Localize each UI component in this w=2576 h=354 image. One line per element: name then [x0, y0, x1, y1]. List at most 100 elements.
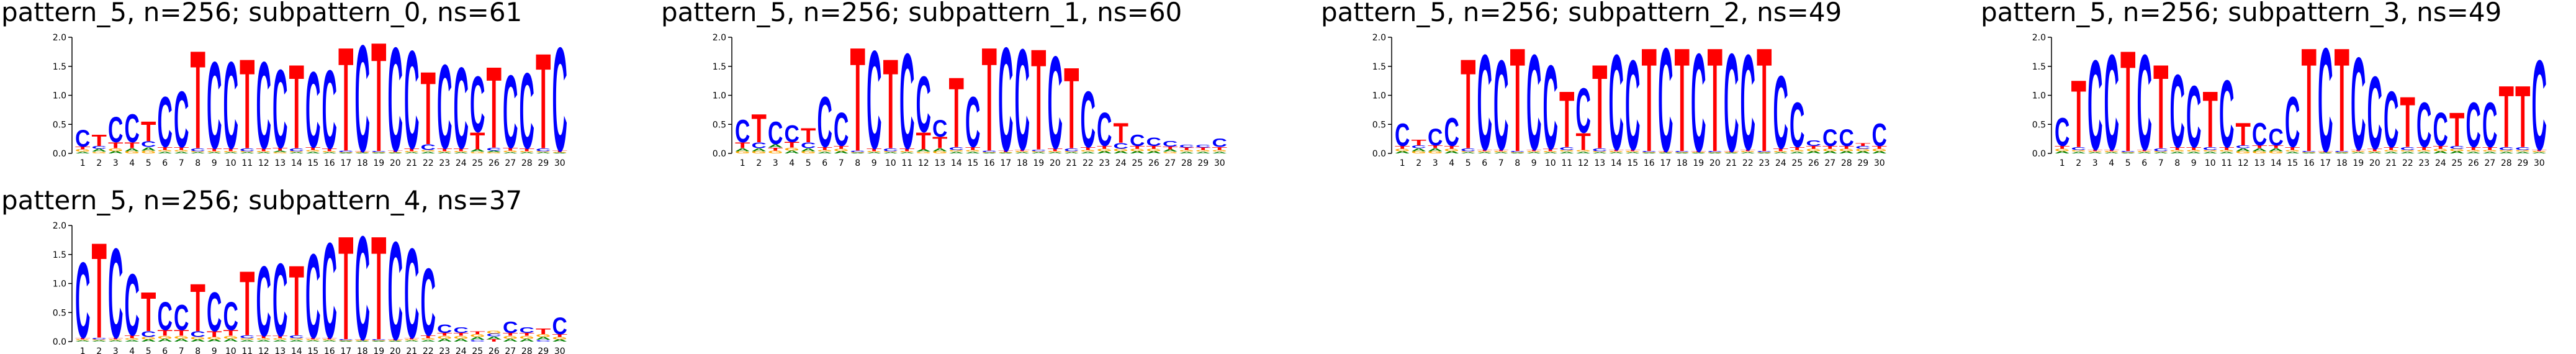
y-tick-label: 1.0	[713, 91, 726, 101]
x-tick-label: 19	[373, 158, 384, 168]
x-tick-label: 23	[2418, 158, 2430, 168]
logo-letter: A	[240, 152, 254, 154]
x-tick-label: 12	[1578, 158, 1589, 168]
logo-letter: A	[454, 152, 469, 154]
logo-letter: G	[1806, 148, 1821, 152]
y-tick-label: 1.0	[53, 279, 66, 289]
logo-letter: T	[503, 147, 518, 152]
logo-letter: G	[1592, 151, 1607, 153]
logo-letter: T	[223, 329, 238, 337]
x-tick-label: 24	[2435, 158, 2446, 168]
logo-letter: T	[2087, 149, 2102, 152]
logo-letter: G	[388, 152, 403, 153]
x-tick-label: 24	[1775, 158, 1786, 168]
logo-letter: T	[223, 148, 238, 152]
logo-letter: A	[949, 152, 964, 154]
logo-letter: T	[240, 33, 254, 176]
logo-letter: G	[305, 339, 320, 341]
logo-letter: A	[2071, 152, 2086, 154]
logo-letter: C	[1081, 76, 1096, 165]
logo-letter: C	[1724, 24, 1739, 181]
logo-letter: A	[899, 152, 914, 154]
logo-letter: C	[371, 151, 386, 153]
logo-letter: G	[899, 151, 914, 153]
x-tick-label: 17	[2320, 158, 2331, 168]
logo-letter: G	[2351, 151, 2366, 153]
logo-letter: T	[338, 205, 353, 354]
logo-letter: A	[1790, 152, 1804, 154]
logo-letter: C	[2285, 82, 2300, 163]
logo-letter: A	[2449, 150, 2464, 154]
logo-letter: T	[256, 148, 271, 152]
x-tick-label: 8	[2174, 158, 2180, 168]
logo-letter: A	[1031, 152, 1046, 154]
logo-letter: T	[1146, 145, 1161, 150]
x-tick-label: 7	[179, 158, 184, 168]
logo-letter: G	[158, 150, 173, 152]
logo-letter: T	[92, 216, 107, 354]
logo-letter: T	[536, 327, 551, 335]
logo-letter: C	[174, 297, 189, 338]
logo-letter: A	[1428, 148, 1443, 152]
logo-letter: T	[1839, 145, 1854, 150]
logo-letter: A	[2367, 152, 2382, 154]
logo-letter: G	[1196, 150, 1210, 152]
logo-letter: T	[2104, 149, 2119, 152]
logo-letter: C	[256, 246, 271, 354]
logo-letter: C	[2137, 27, 2152, 179]
logo-letter: G	[1114, 148, 1128, 152]
logo-letter: T	[2515, 68, 2530, 166]
logo-letter: G	[437, 151, 452, 153]
x-tick-label: 25	[472, 158, 483, 168]
logo-letter: C	[322, 216, 337, 354]
x-tick-label: 14	[2271, 158, 2282, 168]
logo-letter: T	[768, 147, 783, 152]
logo-letter: G	[768, 150, 783, 154]
logo-letter: T	[272, 335, 287, 339]
logo-letter: T	[158, 147, 173, 151]
x-tick-label: 23	[1099, 158, 1110, 168]
logo-letter: A	[174, 338, 189, 342]
x-tick-label: 11	[2221, 158, 2232, 168]
x-tick-label: 9	[2191, 158, 2197, 168]
logo-letter: C	[1592, 148, 1607, 152]
logo-letter: C	[1064, 148, 1079, 152]
logo-letter: A	[437, 152, 452, 154]
logo-letter: C	[916, 60, 931, 149]
x-tick-label: 4	[2109, 158, 2114, 168]
logo-letter: G	[735, 150, 750, 154]
y-tick-label: 1.5	[1372, 62, 1386, 72]
logo-letter: A	[2285, 152, 2300, 154]
logo-letter: C	[2482, 89, 2497, 161]
logo-letter: G	[1146, 148, 1161, 152]
logo-letter: G	[1757, 152, 1772, 153]
logo-letter: C	[2104, 27, 2119, 179]
x-tick-label: 16	[984, 158, 995, 168]
logo-letter: A	[207, 338, 222, 342]
x-tick-label: 28	[1841, 158, 1852, 168]
logo-letter: G	[141, 337, 156, 340]
logo-letter: G	[503, 335, 518, 340]
x-tick-label: 12	[2238, 158, 2249, 168]
x-tick-label: 18	[1677, 158, 1688, 168]
y-tick-label: 0.0	[1372, 149, 1386, 159]
logo-letter: A	[289, 152, 304, 154]
logo-letter: C	[2087, 34, 2102, 177]
x-tick-label: 5	[806, 158, 811, 168]
logo-letter: C	[1477, 27, 1492, 179]
y-tick-label: 1.5	[53, 250, 66, 260]
logo-letter: C	[2449, 145, 2464, 150]
logo-letter: C	[867, 21, 881, 178]
logo-letter: T	[1428, 145, 1443, 149]
x-tick-label: 28	[521, 347, 533, 354]
logo-letter: T	[850, 16, 865, 182]
logo-letter: T	[1642, 17, 1657, 183]
logo-letter: A	[1741, 152, 1755, 154]
x-tick-label: 27	[505, 347, 516, 354]
x-tick-label: 17	[1660, 158, 1671, 168]
logo-letter: A	[552, 338, 567, 342]
logo-letter: C	[2318, 17, 2333, 183]
logo-letter: A	[158, 338, 173, 342]
y-tick-label: 1.0	[2032, 91, 2046, 101]
